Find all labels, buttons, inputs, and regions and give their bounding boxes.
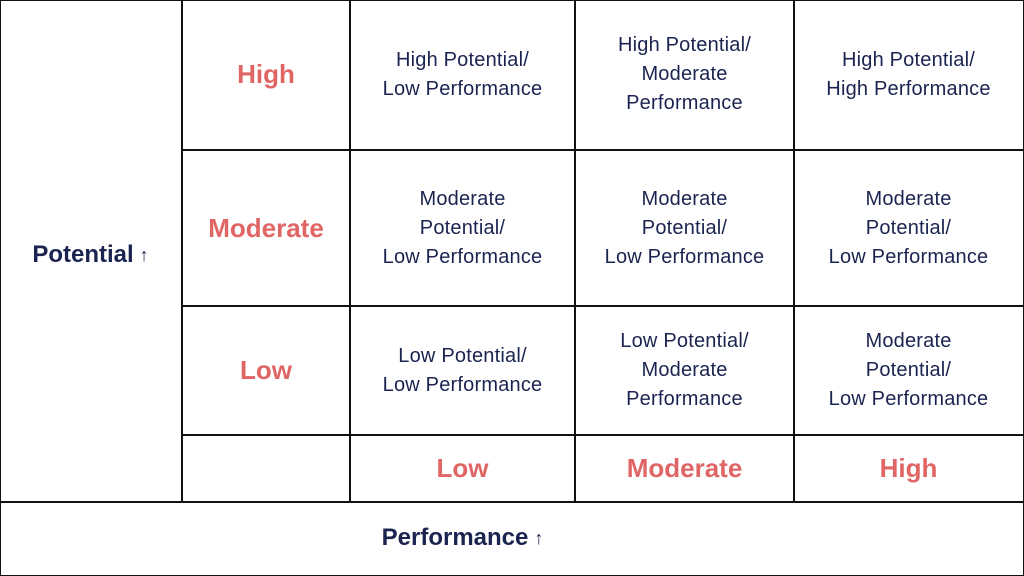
- grid-line: [181, 149, 1024, 151]
- grid-line: [574, 0, 576, 502]
- matrix-cell: Moderate Potential/ Low Performance: [828, 187, 989, 268]
- potential-axis-label: Potential ↑: [0, 150, 181, 360]
- matrix-cell: Moderate Potential/ Low Performance: [604, 187, 765, 268]
- performance-axis-label: Performance ↑: [351, 503, 574, 573]
- grid-line: [349, 0, 351, 502]
- grid-line: [793, 0, 795, 502]
- matrix-cell: Moderate Potential/ Low Performance: [382, 187, 543, 268]
- matrix-cell: Moderate Potential/ Low Performance: [828, 330, 989, 410]
- grid-line: [181, 434, 1024, 436]
- grid-line: [0, 501, 1024, 503]
- performance-level-low: Low: [436, 453, 489, 483]
- matrix-cell: Low Potential/ Low Performance: [382, 344, 543, 396]
- potential-level-moderate: Moderate: [208, 212, 324, 243]
- axis-title: Performance: [381, 524, 529, 551]
- grid-line: [181, 305, 1024, 307]
- matrix-cell: High Potential/ Moderate Performance: [617, 34, 752, 114]
- performance-level-high: High: [879, 453, 938, 483]
- arrow-up-icon: ↑: [139, 244, 149, 265]
- performance-level-moderate: Moderate: [626, 453, 743, 483]
- arrow-up-icon: ↑: [534, 527, 544, 548]
- grid-line: [181, 0, 183, 502]
- matrix-cell: High Potential/ High Performance: [826, 48, 991, 100]
- matrix-cell: High Potential/ Low Performance: [382, 48, 543, 100]
- potential-level-low: Low: [240, 355, 292, 385]
- axis-title: Potential: [32, 241, 134, 268]
- potential-level-high: High: [237, 59, 295, 89]
- matrix-cell: Low Potential/ Moderate Performance: [620, 330, 749, 410]
